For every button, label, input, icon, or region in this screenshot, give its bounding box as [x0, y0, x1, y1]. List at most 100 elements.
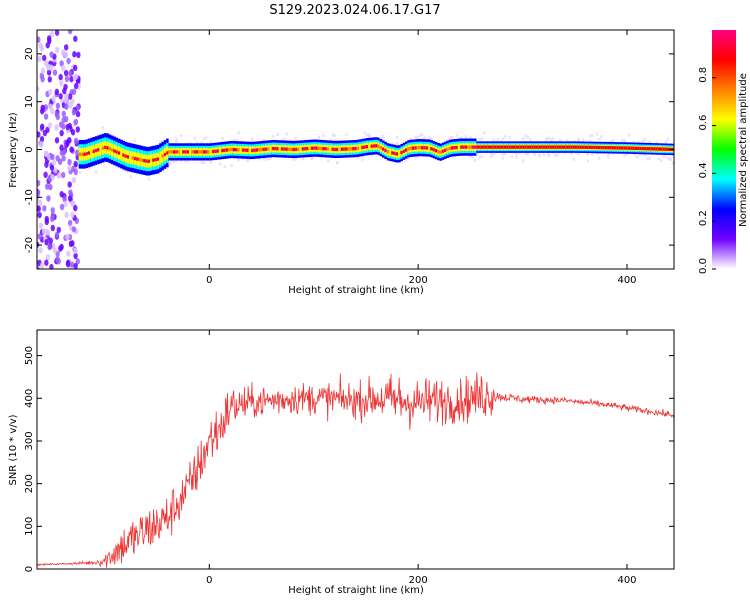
ridge-core — [154, 157, 157, 162]
ridge-core — [269, 147, 272, 151]
ridge-core — [202, 150, 206, 154]
ridge-core — [317, 146, 321, 151]
noise-blob — [69, 75, 74, 83]
halo-cell — [404, 158, 408, 162]
halo-cell — [625, 152, 628, 156]
noise-blob — [45, 229, 51, 236]
noise-blob — [71, 88, 77, 95]
noise-blob — [43, 171, 48, 179]
halo-cell — [637, 140, 640, 144]
noise-blob — [59, 60, 64, 67]
colorbar-ticks: 0.0 0.2 0.4 0.6 0.8 — [698, 67, 716, 274]
ridge-core — [462, 145, 465, 149]
halo-cell — [331, 133, 334, 137]
halo-cell — [570, 152, 573, 156]
halo-cell — [179, 134, 183, 138]
ridge-core — [81, 152, 84, 156]
ridge-core — [340, 147, 344, 151]
noise-blob — [73, 168, 78, 176]
noise-blob — [51, 95, 56, 102]
ridge-core — [653, 147, 656, 151]
ridge-core — [207, 150, 210, 154]
halo-cell — [492, 152, 495, 156]
halo-cell — [671, 161, 674, 165]
ridge-core — [437, 149, 440, 154]
ridge-core — [464, 145, 468, 149]
ridge-core — [223, 148, 226, 152]
ridge-core — [329, 147, 332, 151]
ridge-core — [172, 150, 176, 154]
ridge-core — [643, 146, 647, 151]
noise-blob — [73, 160, 78, 168]
halo-cell — [662, 154, 665, 158]
ridge-core — [591, 145, 594, 150]
ridge-core — [347, 147, 350, 151]
halo-cell — [657, 157, 661, 161]
ridge-core — [113, 149, 116, 153]
noise-blob — [64, 103, 69, 110]
ridge-core — [195, 150, 199, 154]
ridge-core — [175, 150, 178, 154]
ridge-core — [290, 147, 293, 152]
halo-cell — [251, 140, 254, 144]
ridge-core — [547, 145, 550, 149]
ridge-core — [127, 155, 130, 159]
noise-blob — [46, 195, 51, 202]
halo-cell — [237, 158, 240, 162]
ridge-core — [301, 147, 305, 151]
halo-cell — [620, 139, 624, 143]
ridge-core — [87, 151, 91, 155]
ridge-core — [575, 145, 578, 149]
noise-blob — [73, 82, 79, 90]
noise-blob — [55, 46, 60, 54]
ridge-core — [423, 146, 426, 150]
noise-blob — [47, 154, 52, 161]
ridge-core — [138, 157, 141, 162]
halo-cell — [648, 156, 651, 160]
spectrogram-panel: 0 200 400 -20 -10 0 10 20 Height of straight li… — [8, 29, 675, 296]
spectrogram-marks — [37, 30, 674, 269]
ridge-core — [471, 145, 475, 149]
ridge-core — [264, 147, 268, 151]
ridge-core — [597, 145, 601, 150]
ridge-core — [588, 145, 592, 150]
ridge-core — [251, 148, 254, 153]
halo-cell — [292, 158, 295, 162]
halo-cell — [218, 162, 222, 166]
ridge-core — [404, 148, 408, 152]
ridge-core — [535, 145, 539, 149]
halo-cell — [607, 155, 610, 159]
noise-blob — [37, 36, 41, 43]
noise-blob — [49, 263, 54, 269]
halo-cell — [414, 156, 417, 160]
noise-blob — [65, 139, 70, 147]
ridge-core — [315, 146, 318, 150]
ridge-core — [212, 149, 215, 154]
halo-cell — [159, 139, 162, 143]
halo-cell — [336, 160, 339, 164]
ridge-core — [333, 147, 337, 152]
halo-cell — [133, 139, 137, 143]
snr-series-line — [37, 372, 674, 568]
ridge-core — [496, 145, 500, 149]
ridge-core — [483, 145, 486, 149]
halo-cell — [611, 139, 615, 143]
halo-cell — [223, 165, 226, 169]
ridge-core — [90, 150, 93, 154]
halo-cell — [480, 154, 484, 158]
colorbar: 0.0 0.2 0.4 0.6 0.8 Normalized spectral ampl… — [698, 30, 749, 274]
ridge-core — [198, 150, 201, 154]
ridge-core — [168, 150, 171, 154]
noise-blob — [60, 171, 66, 179]
noise-blob — [71, 176, 77, 184]
halo-cell — [476, 152, 479, 156]
noise-blob — [40, 104, 45, 111]
snr-x-label: Height of straight line (km) — [288, 585, 424, 596]
ridge-core — [660, 147, 663, 151]
ridge-core — [234, 148, 238, 152]
ridge-core — [108, 147, 112, 151]
noise-blob — [69, 261, 75, 268]
halo-cell — [492, 138, 495, 142]
ridge-core — [136, 157, 139, 161]
ridge-core — [117, 151, 121, 155]
